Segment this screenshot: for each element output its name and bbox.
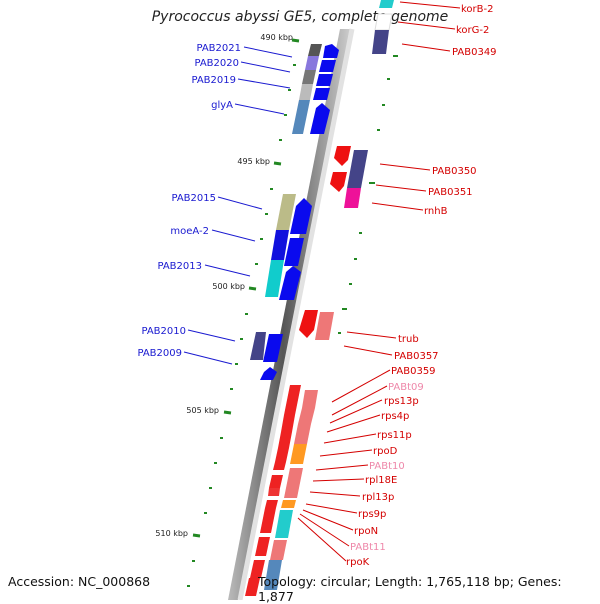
left-connectors (183, 46, 293, 365)
gene-label-PAB2019[interactable]: PAB2019 (191, 75, 236, 86)
gene-label-PAB0350[interactable]: PAB0350 (432, 166, 477, 177)
scale-label-495: 495 kbp (237, 157, 270, 166)
scale-tick-500: 500 kbp (212, 282, 257, 291)
reverse-genes (299, 146, 351, 338)
gene-label-rpoD[interactable]: rpoD (373, 446, 398, 457)
gene-label-rps13p[interactable]: rps13p (384, 396, 419, 407)
gene-label-moeA-2[interactable]: moeA-2 (170, 226, 209, 237)
scale-tick-495: 495 kbp (237, 157, 282, 166)
gene-label-PAB0349[interactable]: PAB0349 (452, 47, 497, 58)
scale-label-510: 510 kbp (155, 529, 188, 538)
gene-label-PAB2021[interactable]: PAB2021 (196, 43, 241, 54)
gene-label-rps4p[interactable]: rps4p (381, 411, 409, 422)
scale-label-500: 500 kbp (212, 282, 245, 291)
feature-track-right (264, 0, 394, 590)
scale-label-490: 490 kbp (260, 33, 293, 42)
feature-track-left (245, 44, 322, 596)
gene-label-PABt10[interactable]: PABt10 (369, 461, 405, 472)
gene-label-PABt09[interactable]: PABt09 (388, 382, 424, 393)
minor-ticks-right (338, 55, 398, 334)
gene-label-glyA[interactable]: glyA (211, 100, 233, 111)
right-connectors (297, 1, 461, 562)
gene-label-PAB0357[interactable]: PAB0357 (394, 351, 439, 362)
gene-label-PAB2013[interactable]: PAB2013 (157, 261, 202, 272)
gene-label-rps9p[interactable]: rps9p (358, 509, 386, 520)
genome-backbone (228, 29, 350, 600)
minor-ticks-left (187, 64, 296, 587)
accession-label: Accession: NC_000868 (8, 574, 151, 589)
gene-label-PAB2010[interactable]: PAB2010 (141, 326, 186, 337)
scale-tick-505: 505 kbp (186, 406, 232, 415)
gene-label-PAB2015[interactable]: PAB2015 (171, 193, 216, 204)
gene-label-PABt11[interactable]: PABt11 (350, 542, 386, 553)
gene-label-PAB2009[interactable]: PAB2009 (137, 348, 182, 359)
map-title: Pyrococcus abyssi GE5, complete genome (151, 9, 449, 25)
gene-label-PAB2020[interactable]: PAB2020 (194, 58, 239, 69)
gene-label-korG-2[interactable]: korG-2 (456, 25, 489, 36)
left-gene-labels: PAB2021 PAB2020 PAB2019 glyA PAB2015 moe… (137, 43, 241, 359)
gene-label-trub[interactable]: trub (398, 334, 419, 345)
right-gene-labels: korB-2 korG-2 PAB0349 PAB0350 PAB0351 rn… (346, 4, 497, 568)
scale-tick-510: 510 kbp (155, 529, 201, 538)
gene-label-rps11p[interactable]: rps11p (377, 430, 412, 441)
gene-label-rnhB[interactable]: rnhB (424, 206, 448, 217)
gene-label-rpl18E[interactable]: rpl18E (365, 475, 397, 486)
backbone-edge (237, 28, 355, 600)
gene-label-PAB0359[interactable]: PAB0359 (391, 366, 436, 377)
gene-label-rpoN[interactable]: rpoN (354, 526, 378, 537)
forward-genes (260, 44, 339, 380)
gene-label-PAB0351[interactable]: PAB0351 (428, 187, 473, 198)
gene-label-rpl13p[interactable]: rpl13p (362, 492, 394, 503)
gene-label-korB-2[interactable]: korB-2 (461, 4, 494, 15)
scale-label-505: 505 kbp (186, 406, 219, 415)
gene-label-rpoK[interactable]: rpoK (346, 557, 370, 568)
scale-tick-490: 490 kbp (260, 33, 300, 43)
